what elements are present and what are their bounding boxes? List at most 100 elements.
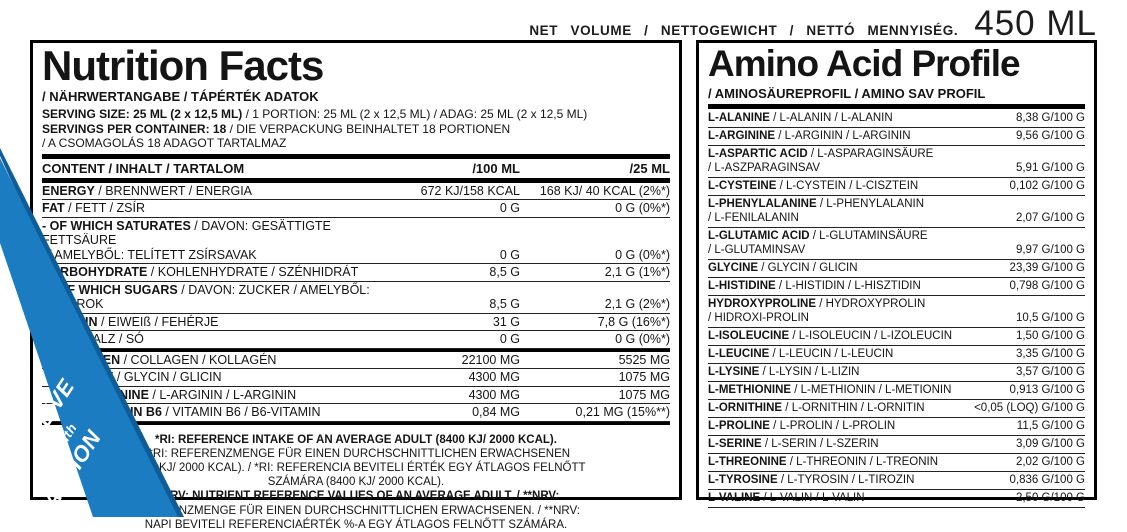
amino-row: L-GLUTAMIC ACID / L-GLUTAMINSÄURE / L-GL…: [708, 228, 1085, 260]
divider-medium: [42, 421, 670, 425]
divider-medium: [42, 348, 670, 352]
amino-title: Amino Acid Profile: [708, 43, 1021, 84]
amino-row: L-ARGININE / L-ARGININ / L-ARGININ 9,56 …: [708, 128, 1085, 146]
net-volume-label: NET VOLUME / NETTOGEWICHT / NETTÓ MENNYI…: [529, 23, 959, 38]
divider-thick: [42, 177, 670, 183]
amino-row: L-ALANINE / L-ALANIN / L-ALANIN 8,38 G/1…: [708, 110, 1085, 128]
amino-row: L-TYROSINE / L-TYROSIN / L-TIROZIN 0,836…: [708, 472, 1085, 490]
footnote-line: *RI: REFERENCE INTAKE OF AN AVERAGE ADUL…: [155, 433, 557, 446]
amino-value: 11,5 G/100 G: [1016, 420, 1085, 433]
amino-value: 0,913 G/100 G: [1009, 384, 1085, 397]
amino-row: L-VALINE / L-VALIN / L-VALIN 2,50 G/100 …: [708, 490, 1085, 508]
amino-subtitle: / AMINOSÄUREPROFIL / AMINO SAV PROFIL: [708, 85, 986, 101]
amino-value: 8,38 G/100 G: [1015, 112, 1085, 125]
value-per-25ml: 0 G (0%*): [615, 201, 670, 215]
value-per-100ml: 0 G: [499, 247, 520, 262]
footnote-line: (8400 KJ/ 2000 KCAL). / *RI: REFERENCIA …: [126, 461, 586, 474]
value-per-100ml: 31 G: [492, 314, 520, 329]
amino-value: 5,91 G/100 G: [1015, 162, 1085, 175]
servings-per-container-line: SERVINGS PER CONTAINER: 18 / DIE VERPACK…: [42, 121, 511, 136]
nutrition-subtitle: / NÄHRWERTANGABE / TÁPÉRTÉK ADATOK: [42, 89, 319, 104]
amino-value: 9,56 G/100 G: [1015, 130, 1085, 143]
value-per-100ml: 0 G: [499, 201, 520, 215]
value-per-25ml: 2,1 G (1%*): [604, 265, 670, 279]
amino-row: HYDROXYPROLINE / HYDROXYPROLIN / HIDROXI…: [708, 296, 1085, 328]
amino-value: 3,57 G/100 G: [1015, 366, 1085, 379]
value-per-100ml: 672 KJ/158 KCAL: [420, 183, 520, 198]
footnote-line: **NRV: NUTRIENT REFERENCE VALUES OF AN A…: [152, 490, 560, 503]
nutrition-row: L-ARGININE / L-ARGININ / L-ARGININ 4300 …: [42, 387, 670, 404]
footnote-line: NAPI BEVITELI REFERENCIAÉRTÉK %-A EGY ÁT…: [144, 518, 568, 531]
divider-thick: [708, 103, 1085, 109]
value-per-100ml: 0,84 MG: [472, 405, 520, 419]
amino-value: 3,09 G/100 G: [1015, 438, 1085, 451]
amino-value: 9,97 G/100 G: [1015, 244, 1085, 257]
value-per-25ml: 7,8 G (16%*): [597, 314, 670, 329]
nutrition-row: PROTEIN / EIWEIß / FEHÉRJE 31 G 7,8 G (1…: [42, 314, 670, 331]
amino-acid-panel: Amino Acid Profile / AMINOSÄUREPROFIL / …: [696, 40, 1097, 508]
value-per-25ml: 168 KJ/ 40 KCAL (2%*): [539, 183, 670, 198]
amino-value: 10,5 G/100 G: [1015, 312, 1085, 325]
nutrition-row: COLLAGEN / COLLAGEN / KOLLAGÉN 22100 MG …: [42, 352, 670, 369]
table-header: CONTENT / INHALT / TARTALOM /100 ML /25 …: [42, 159, 670, 178]
nutrition-row: SALT / SALZ / SÓ 0 G 0 G (0%*): [42, 331, 670, 349]
net-volume-value: 450 ML: [974, 4, 1097, 43]
value-per-100ml: 22100 MG: [461, 352, 520, 367]
nutrition-title: Nutrition Facts: [42, 42, 324, 89]
value-per-25ml: 0,21 MG (15%**): [575, 405, 670, 419]
net-volume-header: NET VOLUME / NETTOGEWICHT / NETTÓ MENNYI…: [529, 4, 1097, 44]
value-per-25ml: 1075 MG: [618, 387, 670, 402]
amino-value: 0,798 G/100 G: [1009, 280, 1085, 293]
value-per-100ml: 4300 MG: [468, 370, 520, 384]
amino-value: <0,05 (LOQ) G/100 G: [974, 402, 1085, 415]
value-per-25ml: 5525 MG: [618, 352, 670, 367]
serving-size-line: SERVING SIZE: 25 ML (2 x 12,5 ML) / 1 PO…: [42, 107, 588, 121]
amino-row: L-HISTIDINE / L-HISTIDIN / L-HISZTIDIN 0…: [708, 278, 1085, 296]
amino-value: 23,39 G/100 G: [1009, 262, 1085, 275]
amino-row: L-ISOLEUCINE / L-ISOLEUCIN / L-IZOLEUCIN…: [708, 328, 1085, 346]
footnote-line: REFERENZMENGE FÜR EINEN DURCHSCHNITTLICH…: [132, 504, 580, 517]
value-per-25ml: 0 G (0%*): [615, 332, 670, 346]
servings-translation-line: / A CSOMAGOLÁS 18 ADAGOT TARTALMAZ: [42, 136, 287, 150]
nutrition-row: CARBOHYDRATE / KOHLENHYDRATE / SZÉNHIDRÁ…: [42, 264, 670, 282]
nutrition-facts-panel: Nutrition Facts / NÄHRWERTANGABE / TÁPÉR…: [30, 40, 682, 531]
amino-value: 0,102 G/100 G: [1009, 180, 1085, 193]
divider-thick: [42, 153, 670, 159]
value-per-25ml: 0 G (0%*): [615, 247, 670, 262]
amino-row: L-METHIONINE / L-METHIONIN / L-METIONIN …: [708, 382, 1085, 400]
amino-row: L-ASPARTIC ACID / L-ASPARAGINSÄURE / L-A…: [708, 146, 1085, 178]
value-per-100ml: 4300 MG: [468, 387, 520, 402]
footnote-line: / *RI: REFERENZMENGE FÜR EINEN DURCHSCHN…: [141, 447, 571, 460]
value-per-100ml: 8,5 G: [489, 297, 520, 311]
nutrition-row: VITAMIN B6 / VITAMIN B6 / B6-VITAMIN 0,8…: [42, 404, 670, 422]
amino-row: L-LEUCINE / L-LEUCIN / L-LEUCIN 3,35 G/1…: [708, 346, 1085, 364]
value-per-100ml: 8,5 G: [489, 265, 520, 279]
nutrition-row: GLYCINE / GLYCIN / GLICIN 4300 MG 1075 M…: [42, 369, 670, 387]
amino-value: 1,50 G/100 G: [1015, 330, 1085, 343]
amino-row: L-LYSINE / L-LYSIN / L-LIZIN 3,57 G/100 …: [708, 364, 1085, 382]
footnotes: *RI: REFERENCE INTAKE OF AN AVERAGE ADUL…: [42, 433, 670, 532]
amino-row: L-ORNITHINE / L-ORNITHIN / L-ORNITIN <0,…: [708, 400, 1085, 418]
amino-row: GLYCINE / GLYCIN / GLICIN 23,39 G/100 G: [708, 260, 1085, 278]
amino-value: 3,35 G/100 G: [1015, 348, 1085, 361]
column-content: CONTENT / INHALT / TARTALOM: [42, 160, 245, 176]
amino-row: L-PROLINE / L-PROLIN / L-PROLIN 11,5 G/1…: [708, 418, 1085, 436]
nutrition-row: FAT / FETT / ZSÍR 0 G 0 G (0%*): [42, 200, 670, 218]
amino-value: 2,50 G/100 G: [1015, 492, 1085, 505]
amino-row: L-PHENYLALANINE / L-PHENYLALANIN / L-FEN…: [708, 196, 1085, 228]
column-per-100ml: /100 ML: [472, 160, 520, 176]
amino-row: L-THREONINE / L-THREONIN / L-TREONIN 2,0…: [708, 454, 1085, 472]
nutrition-row: - OF WHICH SATURATES / DAVON: GESÄTTIGTE…: [42, 218, 670, 264]
footnote-line: SZÁMÁRA (8400 KJ/ 2000 KCAL).: [267, 476, 445, 489]
nutrition-row: - OF WHICH SUGARS / DAVON: ZUCKER / AMEL…: [42, 282, 670, 314]
amino-row: L-CYSTEINE / L-CYSTEIN / L-CISZTEIN 0,10…: [708, 178, 1085, 196]
value-per-25ml: 1075 MG: [618, 370, 670, 384]
value-per-100ml: 0 G: [499, 332, 520, 346]
value-per-25ml: 2,1 G (2%*): [604, 297, 670, 311]
amino-row: L-SERINE / L-SERIN / L-SZERIN 3,09 G/100…: [708, 436, 1085, 454]
amino-value: 2,07 G/100 G: [1015, 212, 1085, 225]
amino-value: 0,836 G/100 G: [1009, 474, 1085, 487]
amino-value: 2,02 G/100 G: [1015, 456, 1085, 469]
nutrition-row: ENERGY / BRENNWERT / ENERGIA 672 KJ/158 …: [42, 183, 670, 200]
column-per-25ml: /25 ML: [629, 160, 670, 176]
